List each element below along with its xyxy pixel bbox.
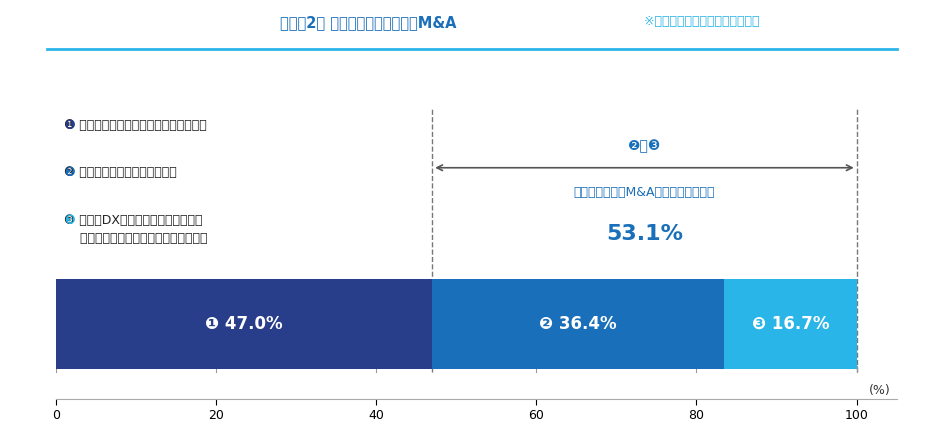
Bar: [432, 279, 724, 369]
Text: ❶: ❶: [64, 119, 75, 131]
Text: ❶ 中期経営計画の段階では盛り込まない: ❶ 中期経営計画の段階では盛り込まない: [64, 119, 206, 131]
Text: ❸ 人材、DX等の他の投資と合わせて
    投資枠を盛り込むことを検討している: ❸ 人材、DX等の他の投資と合わせて 投資枠を盛り込むことを検討している: [64, 214, 207, 245]
Text: 【図表2】 中期経営計画におけるM&A: 【図表2】 中期経営計画におけるM&A: [280, 15, 457, 30]
Text: ❸ 16.7%: ❸ 16.7%: [752, 315, 829, 333]
Text: (%): (%): [869, 384, 890, 397]
Bar: [56, 279, 432, 369]
Text: ❷: ❷: [64, 166, 75, 179]
Text: 53.1%: 53.1%: [606, 224, 683, 244]
Text: 中期経営計画にM&Aを盛り込むと回答: 中期経営計画にM&Aを盛り込むと回答: [573, 186, 715, 198]
Text: ❷ 盛り込むことを検討している: ❷ 盛り込むことを検討している: [64, 166, 177, 179]
Text: ❷＋❸: ❷＋❸: [628, 139, 661, 153]
Text: ❸: ❸: [64, 214, 75, 227]
Text: ❷ 36.4%: ❷ 36.4%: [539, 315, 616, 333]
Text: ※中期経営計画が最終年の方のみ: ※中期経営計画が最終年の方のみ: [640, 15, 759, 28]
Text: ❶ 47.0%: ❶ 47.0%: [205, 315, 283, 333]
Bar: [724, 279, 857, 369]
